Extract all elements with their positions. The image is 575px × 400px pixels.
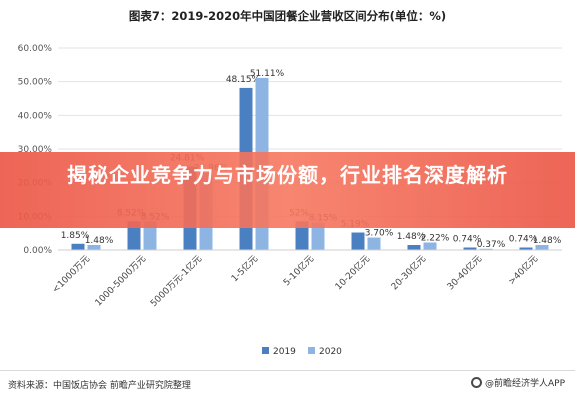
bar-2019 — [295, 221, 309, 250]
bar-2020 — [367, 237, 381, 250]
brand-text: @前瞻经济学人APP — [484, 379, 565, 389]
source-note: 资料来源：中国饭店协会 前瞻产业研究院整理 — [8, 381, 191, 391]
bar-2020 — [143, 221, 157, 250]
x-tick-label: 20-30亿元 — [388, 253, 428, 293]
data-label-2019: 0.74% — [453, 235, 482, 245]
bar-2020 — [479, 248, 493, 250]
y-tick-label: 60.00% — [18, 44, 53, 54]
x-tick-label: >40亿元 — [505, 253, 540, 288]
data-label-2020: 3.70% — [365, 229, 394, 239]
data-label-2020: 1.48% — [533, 236, 562, 246]
chart-title: 图表7：2019-2020年中国团餐企业营收区间分布(单位：%) — [128, 9, 447, 23]
data-label-2019: 1.85% — [61, 231, 90, 241]
x-tick-label: 1-5亿元 — [229, 253, 261, 285]
data-label-2020: 2.22% — [421, 234, 450, 244]
bar-2020 — [311, 222, 325, 250]
data-label-2019: 48.15% — [226, 75, 261, 85]
bar-2020 — [535, 245, 549, 250]
bar-2020 — [423, 242, 437, 250]
bar-2020 — [87, 245, 101, 250]
x-tick-label: 5-10亿元 — [280, 253, 316, 289]
x-tick-label: 10-20亿元 — [332, 253, 372, 293]
bar-2019 — [71, 243, 85, 250]
brand-credit: @前瞻经济学人APP — [470, 376, 565, 389]
bar-2019 — [519, 247, 533, 250]
data-label-2019: 1.48% — [397, 232, 426, 242]
data-label-2020: 1.48% — [85, 236, 114, 246]
bar-2019 — [407, 245, 421, 250]
bar-2019 — [463, 247, 477, 250]
legend-swatch-2019 — [262, 347, 269, 354]
x-tick-label: 1000-5000万元 — [94, 254, 148, 308]
footer-divider — [0, 370, 575, 371]
bar-2019 — [351, 232, 365, 250]
legend-swatch-2020 — [308, 347, 315, 354]
data-label-2020: 51.11% — [250, 69, 285, 79]
data-label-2019: 0.74% — [509, 235, 538, 245]
y-tick-label: 30.00% — [18, 145, 53, 155]
y-tick-label: 0.00% — [23, 246, 52, 256]
legend-label-2019: 2019 — [273, 347, 296, 357]
y-tick-label: 50.00% — [18, 78, 53, 88]
x-tick-label: 30-40亿元 — [444, 253, 484, 293]
y-tick-label: 40.00% — [18, 111, 53, 121]
brand-logo-icon — [470, 377, 482, 388]
legend-label-2020: 2020 — [319, 347, 342, 357]
x-tick-label: 5000万元-1亿元 — [148, 253, 204, 309]
bar-2019 — [127, 221, 141, 250]
promo-banner — [0, 152, 575, 228]
data-label-2020: 0.37% — [477, 240, 506, 250]
banner-headline: 揭秘企业竞争力与市场份额，行业排名深度解析 — [67, 163, 508, 187]
x-tick-label: <1000万元 — [51, 254, 92, 295]
